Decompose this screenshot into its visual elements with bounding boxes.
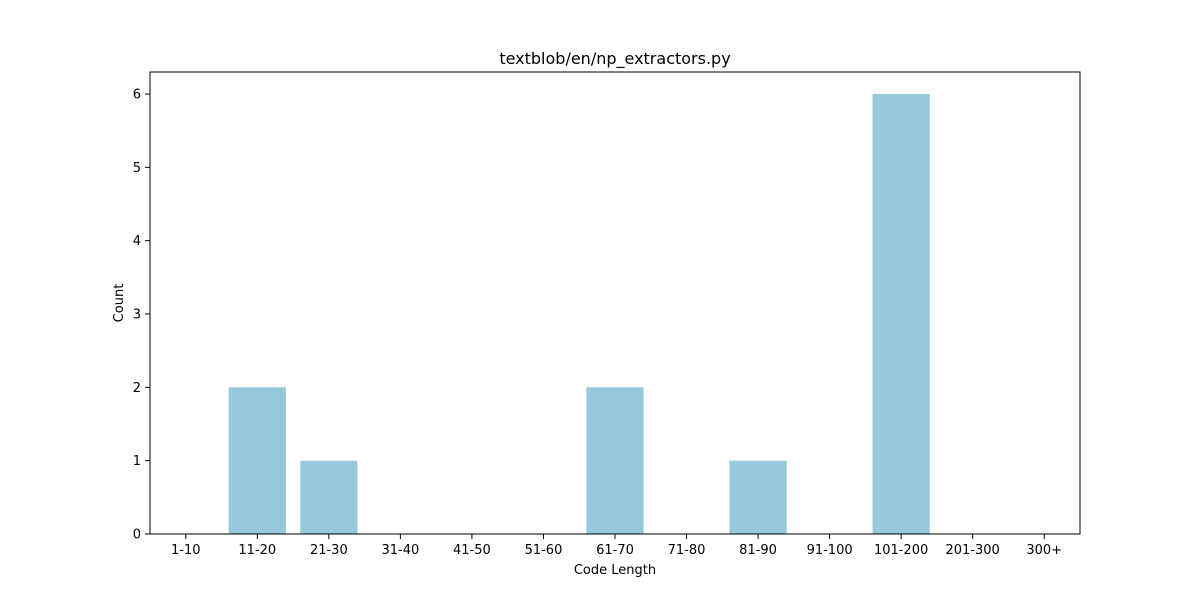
x-axis-label: Code Length (574, 563, 656, 578)
y-axis-label: Count (112, 284, 127, 323)
x-tick-label: 101-200 (874, 543, 928, 558)
x-tick-label: 11-20 (238, 543, 276, 558)
x-tick-label: 51-60 (525, 543, 563, 558)
y-tick-label: 3 (133, 308, 141, 323)
y-tick-label: 2 (133, 381, 141, 396)
x-tick-label: 91-100 (807, 543, 853, 558)
x-tick-label: 31-40 (381, 543, 419, 558)
bar-11-20 (228, 387, 286, 534)
x-tick-label: 41-50 (453, 543, 491, 558)
y-tick-label: 5 (133, 161, 141, 176)
y-tick-label: 1 (133, 454, 141, 469)
x-tick-label: 81-90 (739, 543, 777, 558)
bar-21-30 (300, 460, 358, 534)
bar-81-90 (729, 460, 787, 534)
x-tick-label: 71-80 (668, 543, 706, 558)
y-tick-label: 0 (133, 528, 141, 543)
bars-group (228, 94, 930, 534)
plot-frame (149, 71, 1081, 535)
bar-101-200 (872, 94, 930, 534)
x-tick-label: 300+ (1026, 543, 1062, 558)
y-tick-label: 4 (133, 234, 141, 249)
chart-title: textblob/en/np_extractors.py (499, 49, 730, 69)
x-tick-label: 1-10 (171, 543, 201, 558)
y-axis: 0 1 2 3 4 5 6 (133, 88, 150, 543)
x-tick-label: 61-70 (596, 543, 634, 558)
bar-61-70 (586, 387, 644, 534)
x-axis: 1-10 11-20 21-30 31-40 41-50 51-60 61-70 71-80 8… (171, 534, 1062, 558)
x-tick-label: 201-300 (946, 543, 1000, 558)
x-tick-label: 21-30 (310, 543, 348, 558)
y-tick-label: 6 (133, 88, 141, 103)
